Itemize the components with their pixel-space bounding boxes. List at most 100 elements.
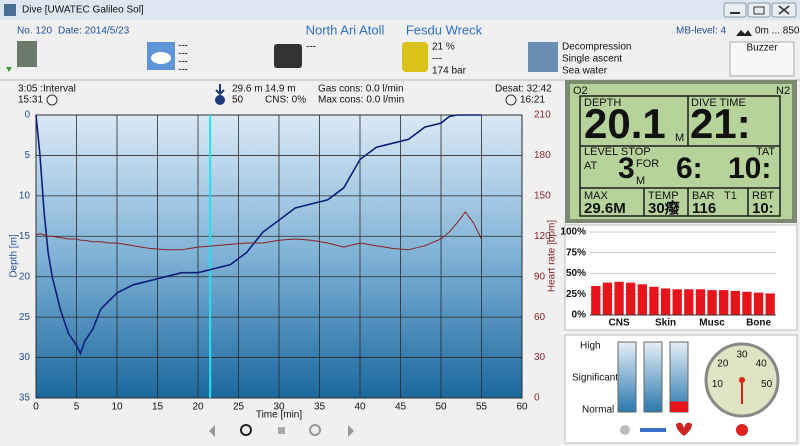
y2-tick-label: 150 [534, 190, 551, 201]
dive-date: Date: 2014/5/23 [58, 26, 130, 37]
lcd-depth-unit: M [675, 132, 684, 144]
bar [730, 290, 740, 315]
bar [591, 285, 601, 315]
stop-button[interactable] [278, 427, 285, 434]
lcd-tat-value: 10: [728, 152, 771, 185]
bar [672, 289, 682, 315]
weather-text: --- [178, 49, 188, 60]
y-tick-label: 30 [19, 352, 31, 363]
dial-tick-label: 20 [717, 359, 729, 370]
dropdown-arrow[interactable] [6, 67, 12, 72]
lcd-bar-label: BAR [692, 190, 715, 202]
zoom-in-button[interactable] [240, 424, 252, 436]
gas-text: 174 bar [432, 66, 467, 77]
x-tick-label: 20 [192, 402, 204, 413]
lcd-time: 21: [690, 100, 751, 147]
window-title: Dive [UWATEC Galileo Sol] [22, 5, 144, 16]
lcd-temp-label: TEMP [648, 190, 679, 202]
stat-desat: Desat: 32:42 [495, 84, 552, 95]
altitude: 0m ... 850m [755, 26, 800, 37]
profile-text: Single ascent [562, 54, 622, 65]
lcd-max: 29.6M [584, 200, 626, 217]
y2-tick-label: 210 [534, 110, 551, 121]
y-tick-label: 15 [19, 231, 31, 242]
y2-tick-label: 90 [534, 271, 546, 282]
lcd-for: FOR [636, 158, 659, 170]
y2-tick-label: 180 [534, 150, 551, 161]
lcd-dividers [579, 95, 781, 217]
zoom-out-button[interactable] [309, 424, 321, 436]
x-tick-label: CNS [609, 318, 630, 329]
diver-icon [17, 41, 37, 67]
y-tick-label: 5 [24, 150, 30, 161]
bar [695, 289, 706, 315]
y-tick-label: 0 [24, 110, 30, 121]
dial-tick-label: 40 [756, 359, 768, 370]
stat-exit-time: 16:21 [520, 95, 545, 106]
y2-axis-title: Heart rate [bpm] [547, 220, 558, 292]
stat-max-depth: 29.6 m [232, 84, 263, 95]
clock-icon [505, 94, 517, 106]
bar [742, 291, 752, 315]
window-buttons[interactable] [723, 2, 797, 18]
chart-navigation[interactable] [209, 424, 354, 437]
next-button[interactable] [348, 425, 354, 437]
clock-icon [46, 94, 58, 106]
maximize-button[interactable] [747, 2, 771, 18]
stat-entry-time: 15:31 [18, 95, 43, 106]
x-tick-label: 40 [354, 402, 366, 413]
x-tick-label: 15 [152, 402, 164, 413]
bar [649, 286, 659, 315]
dive-location: North Ari Atoll [306, 22, 385, 37]
prev-button[interactable] [209, 425, 215, 437]
depth-arrow-icon [215, 84, 225, 96]
y-tick-label: 100% [560, 227, 586, 238]
dial-tick-label: 10 [712, 379, 724, 390]
bar [626, 282, 636, 315]
lcd-rbt: 10: [752, 200, 774, 217]
y2-tick-label: 0 [534, 393, 540, 404]
lcd-level-stop: LEVEL STOP [584, 146, 651, 158]
lcd-depth: 20.1 [584, 100, 666, 147]
title-bar [0, 0, 800, 20]
weather-text: --- [178, 57, 188, 68]
profile-text: Sea water [562, 66, 608, 77]
gauge-label: Significant [572, 373, 618, 384]
bar [602, 282, 613, 315]
equipment-icon [274, 44, 302, 68]
lcd-stop-time: 6: [676, 152, 703, 185]
dial-tick-label: 50 [761, 379, 773, 390]
heart-rate-line [35, 211, 482, 251]
y2-tick-label: 30 [534, 352, 546, 363]
y-tick-label: 75% [566, 247, 586, 258]
x-axis-title: Time [min] [256, 410, 303, 421]
mountain-icon [736, 30, 752, 36]
stat-interval: 3:05 :Interval [18, 84, 76, 95]
x-tick-label: 60 [516, 402, 528, 413]
lcd-temp: 30癈 [648, 199, 681, 217]
minimize-button[interactable] [723, 2, 747, 18]
y-tick-label: 10 [19, 190, 31, 201]
footer-icons [620, 422, 748, 436]
bar [660, 288, 671, 315]
bar [614, 281, 624, 315]
depth-line [35, 114, 482, 356]
app-icon [4, 4, 16, 16]
stat-duration: 50 [232, 95, 244, 106]
stat-gas-cons: Gas cons: 0.0 l/min [318, 84, 404, 95]
stat-avg-depth: 14.9 m [265, 84, 296, 95]
equipment-text: --- [306, 42, 316, 53]
gauge-tube [643, 341, 663, 413]
dive-site: Fesdu Wreck [406, 22, 483, 37]
lcd-tat: TAT [756, 146, 775, 158]
weather-text: --- [178, 41, 188, 52]
gauge-label: High [580, 341, 601, 352]
lcd-depth-label: DEPTH [584, 97, 621, 109]
duration-icon [215, 95, 225, 105]
dive-number: No. 120 [17, 26, 52, 37]
x-tick-label: 45 [395, 402, 407, 413]
x-tick-label: 5 [74, 402, 80, 413]
lcd-at: AT [584, 160, 598, 172]
x-tick-label: 50 [435, 402, 447, 413]
dial-tick-label: 30 [736, 350, 748, 361]
